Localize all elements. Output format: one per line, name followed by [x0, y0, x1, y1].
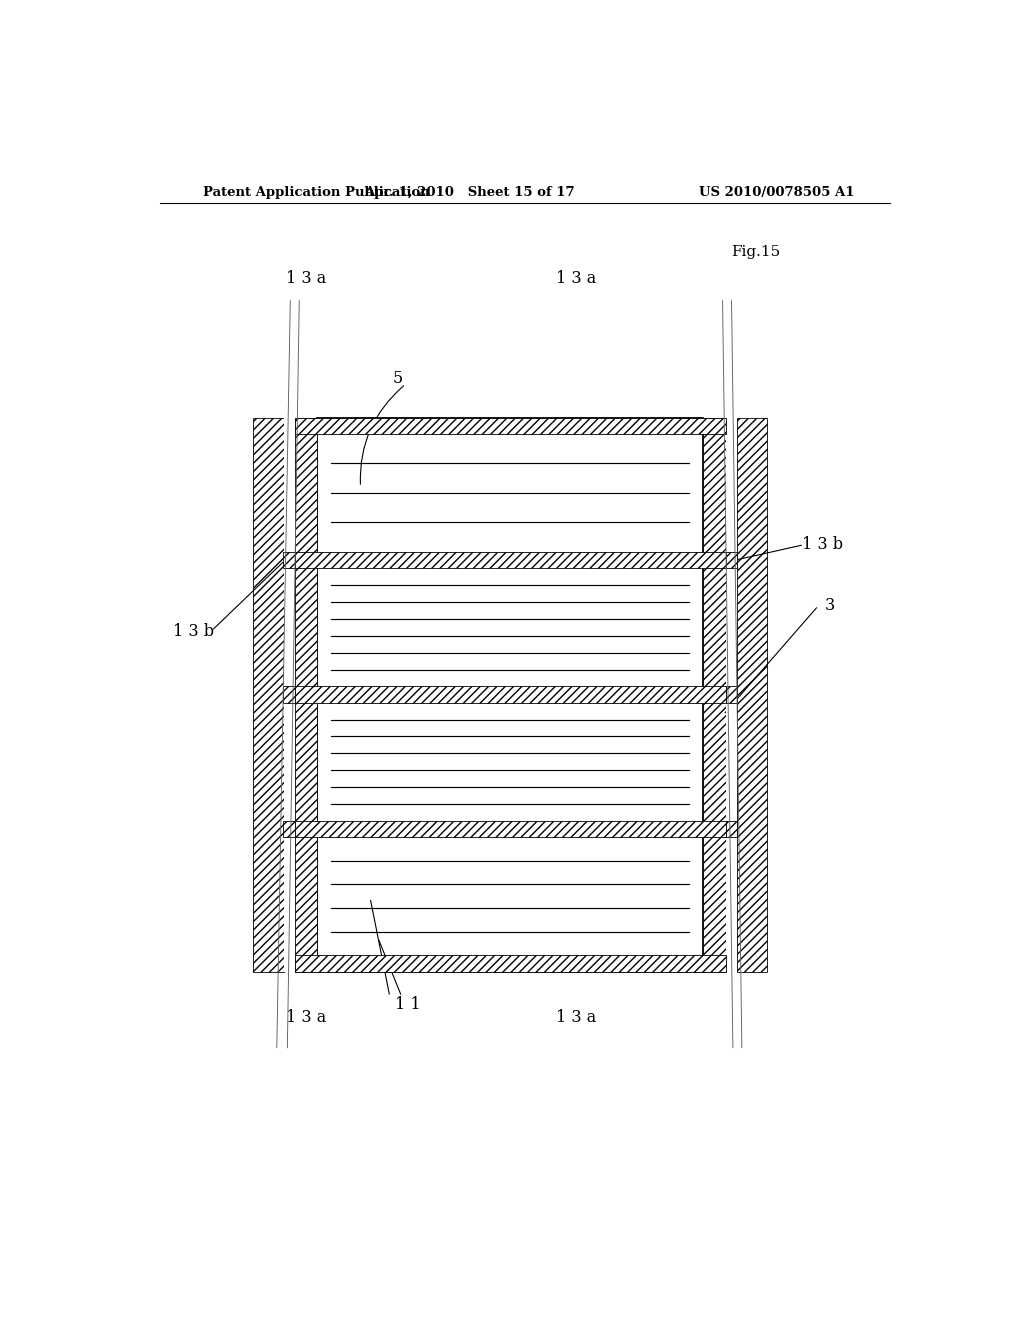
- Bar: [295, 552, 726, 569]
- Bar: [736, 417, 767, 972]
- Bar: [295, 686, 726, 702]
- Text: 1 1: 1 1: [394, 995, 420, 1012]
- Bar: [283, 821, 295, 837]
- Text: 1 3 a: 1 3 a: [287, 269, 327, 286]
- Bar: [726, 552, 737, 569]
- Text: Fig.15: Fig.15: [731, 246, 780, 259]
- Bar: [295, 821, 726, 837]
- Bar: [316, 417, 703, 972]
- Bar: [284, 417, 295, 972]
- Bar: [726, 417, 736, 972]
- Bar: [283, 552, 295, 569]
- Text: US 2010/0078505 A1: US 2010/0078505 A1: [698, 186, 854, 199]
- Bar: [295, 956, 726, 972]
- Text: 1 3 a: 1 3 a: [556, 1008, 597, 1026]
- Bar: [295, 417, 316, 972]
- Text: 1 3 a: 1 3 a: [287, 1008, 327, 1026]
- Text: 1 3 b: 1 3 b: [173, 623, 214, 639]
- Bar: [253, 417, 284, 972]
- Bar: [726, 821, 737, 837]
- Text: Patent Application Publication: Patent Application Publication: [204, 186, 430, 199]
- Bar: [726, 686, 737, 702]
- Text: Apr. 1, 2010   Sheet 15 of 17: Apr. 1, 2010 Sheet 15 of 17: [364, 186, 574, 199]
- Bar: [283, 686, 295, 702]
- Text: 1 3 a: 1 3 a: [556, 269, 597, 286]
- Bar: [703, 417, 726, 972]
- Text: 5: 5: [392, 371, 403, 388]
- Text: 1 3 b: 1 3 b: [802, 536, 843, 553]
- Bar: [295, 417, 726, 434]
- Text: 3: 3: [825, 597, 836, 614]
